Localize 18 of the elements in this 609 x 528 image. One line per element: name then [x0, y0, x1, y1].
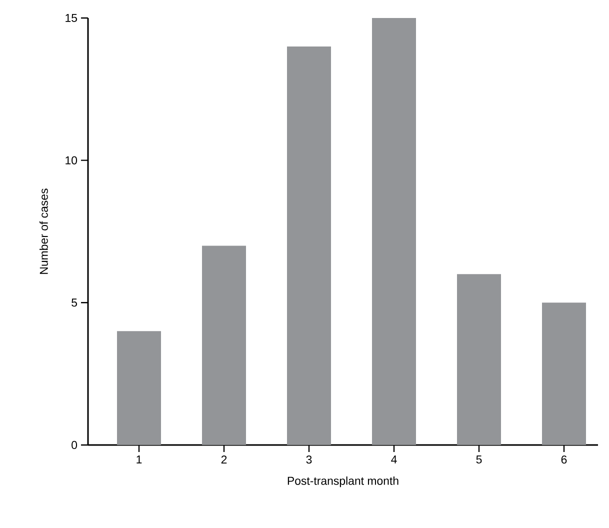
x-tick-label: 6	[561, 456, 567, 464]
bar	[202, 246, 246, 445]
x-tick-label: 3	[306, 456, 312, 464]
x-axis-title: Post-transplant month	[288, 476, 398, 488]
y-tick-label: 15	[66, 14, 78, 22]
bar	[287, 46, 332, 445]
bar	[457, 274, 502, 445]
bar	[542, 302, 586, 445]
x-tick-label: 2	[221, 456, 227, 464]
y-axis-title: Number of cases	[39, 188, 48, 274]
x-tick-label: 5	[476, 456, 482, 464]
bar	[117, 331, 162, 445]
x-tick-label: 1	[136, 456, 142, 464]
y-tick-label: 0	[72, 440, 78, 450]
y-tick-label: 5	[72, 298, 78, 307]
x-tick-label: 4	[391, 456, 397, 464]
y-tick-label: 10	[66, 156, 78, 164]
bar	[372, 18, 416, 445]
